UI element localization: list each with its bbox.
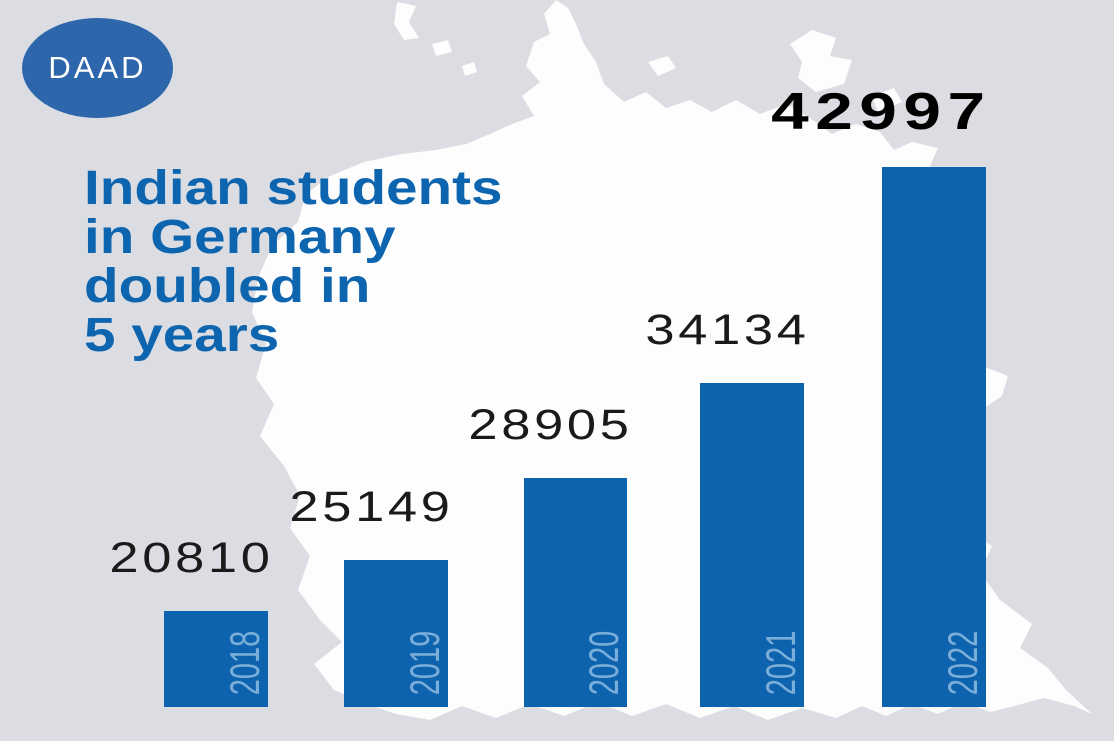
bar-year-label-2019: 2019: [402, 630, 449, 696]
daad-logo: DAAD: [22, 18, 173, 118]
bar-2020: 2020: [524, 478, 627, 707]
bar-value-label-2019: 25149: [289, 483, 454, 531]
bar-2022: 2022: [882, 167, 986, 707]
bar-year-label-2022: 2022: [940, 630, 987, 696]
bar-year-label-2021: 2021: [758, 630, 805, 696]
bar-value-label-2021: 34134: [645, 306, 810, 354]
bar-2019: 2019: [344, 560, 448, 707]
headline: Indian students in Germany doubled in 5 …: [84, 162, 503, 362]
daad-logo-label: DAAD: [48, 50, 147, 85]
bar-value-label-2022: 42997: [771, 83, 992, 141]
bar-2018: 2018: [164, 611, 268, 707]
bar-year-label-2020: 2020: [581, 630, 628, 696]
island-usedom: [872, 88, 902, 112]
bar-2021: 2021: [700, 383, 804, 707]
island-ruegen: [790, 30, 852, 92]
island-sylt: [394, 2, 419, 40]
island-fehmarn: [648, 56, 676, 76]
bar-value-label-2020: 28905: [468, 401, 633, 449]
bar-year-label-2018: 2018: [222, 630, 269, 696]
island-amrum: [432, 40, 452, 56]
bar-value-label-2018: 20810: [109, 534, 274, 582]
island-pellworm: [462, 62, 477, 76]
